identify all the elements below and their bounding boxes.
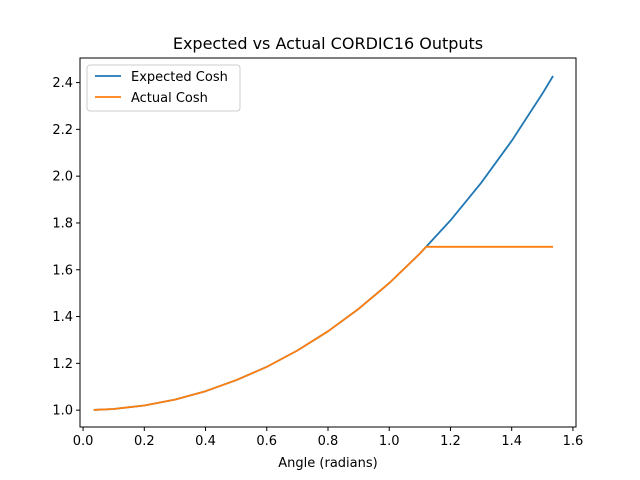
y-tick-label: 1.6 [52, 263, 73, 278]
x-tick-label: 0.0 [73, 434, 94, 449]
y-axis: 1.0 1.2 1.4 1.6 1.8 2.0 2.2 2.4 [52, 76, 80, 419]
legend-label-expected: Expected Cosh [131, 70, 228, 85]
x-tick-label: 1.4 [501, 434, 522, 449]
x-tick-label: 1.0 [379, 434, 400, 449]
y-tick-label: 2.4 [52, 76, 73, 91]
series-line-expected [93, 75, 554, 411]
plot-frame [79, 57, 577, 428]
x-axis-label: Angle (radians) [278, 456, 377, 471]
chart-title: Expected vs Actual CORDIC16 Outputs [173, 34, 483, 53]
series-line-actual [93, 245, 554, 411]
x-tick-label: 0.4 [195, 434, 216, 449]
x-tick-label: 1.6 [563, 434, 584, 449]
legend-label-actual: Actual Cosh [131, 91, 208, 106]
x-tick-label: 1.2 [440, 434, 461, 449]
legend: Expected Cosh Actual Cosh [86, 64, 241, 112]
x-tick-label: 0.6 [256, 434, 277, 449]
y-tick-label: 2.2 [52, 123, 73, 138]
y-tick-label: 1.0 [52, 404, 73, 419]
y-tick-label: 1.8 [52, 216, 73, 231]
y-tick-label: 2.0 [52, 170, 73, 185]
x-axis: 0.0 0.2 0.4 0.6 0.8 1.0 1.2 1.4 1.6 [73, 427, 584, 449]
y-tick-label: 1.4 [52, 310, 73, 325]
series-lines [93, 75, 554, 411]
y-tick-label: 1.2 [52, 357, 73, 372]
x-tick-label: 0.8 [318, 434, 339, 449]
x-tick-label: 0.2 [134, 434, 155, 449]
legend-box [86, 64, 241, 112]
